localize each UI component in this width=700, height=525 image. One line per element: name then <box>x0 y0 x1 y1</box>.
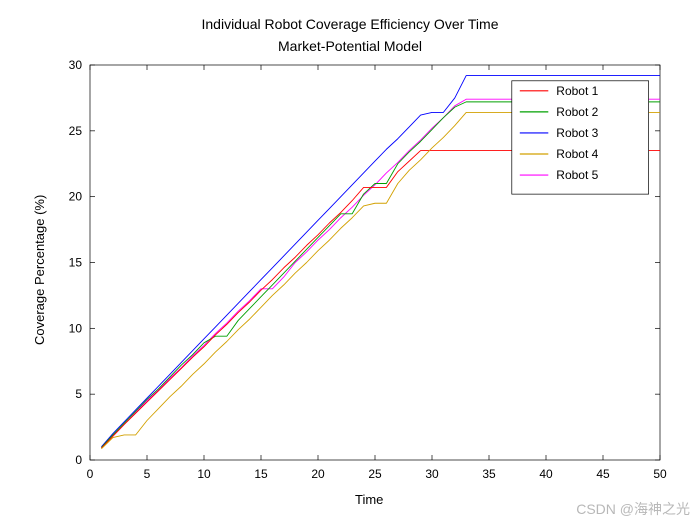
x-tick-label: 50 <box>653 467 667 481</box>
y-tick-label: 15 <box>69 256 83 270</box>
y-axis-label: Coverage Percentage (%) <box>32 194 47 344</box>
x-tick-label: 5 <box>144 467 151 481</box>
chart-root: Individual Robot Coverage Efficiency Ove… <box>0 0 700 525</box>
y-tick-label: 5 <box>75 387 82 401</box>
legend-label: Robot 2 <box>556 105 598 119</box>
y-tick-label: 0 <box>75 453 82 467</box>
y-tick-label: 20 <box>69 190 83 204</box>
x-axis-label: Time <box>355 492 383 507</box>
series-line <box>101 151 660 449</box>
y-tick-label: 25 <box>69 124 83 138</box>
plot-svg: 0 5 10 15 20 25 30 35 40 45 50 0 5 10 15 20 25 30 Robot 1 R… <box>0 0 700 525</box>
x-tick-label: 10 <box>197 467 211 481</box>
y-tick-label: 10 <box>69 321 83 335</box>
x-tick-label: 30 <box>425 467 439 481</box>
watermark-text: CSDN @海神之光 <box>576 499 690 519</box>
y-tick-label: 30 <box>69 58 83 72</box>
x-tick-label: 35 <box>482 467 496 481</box>
chart-title-line1: Individual Robot Coverage Efficiency Ove… <box>0 16 700 32</box>
legend-label: Robot 3 <box>556 126 598 140</box>
legend-label: Robot 1 <box>556 84 598 98</box>
legend-label: Robot 5 <box>556 168 598 182</box>
chart-title-line2: Market-Potential Model <box>0 38 700 54</box>
x-tick-label: 45 <box>596 467 610 481</box>
x-tick-label: 0 <box>87 467 94 481</box>
x-tick-label: 40 <box>539 467 553 481</box>
x-tick-label: 15 <box>254 467 268 481</box>
x-tick-label: 25 <box>368 467 382 481</box>
legend-label: Robot 4 <box>556 147 598 161</box>
x-tick-label: 20 <box>311 467 325 481</box>
